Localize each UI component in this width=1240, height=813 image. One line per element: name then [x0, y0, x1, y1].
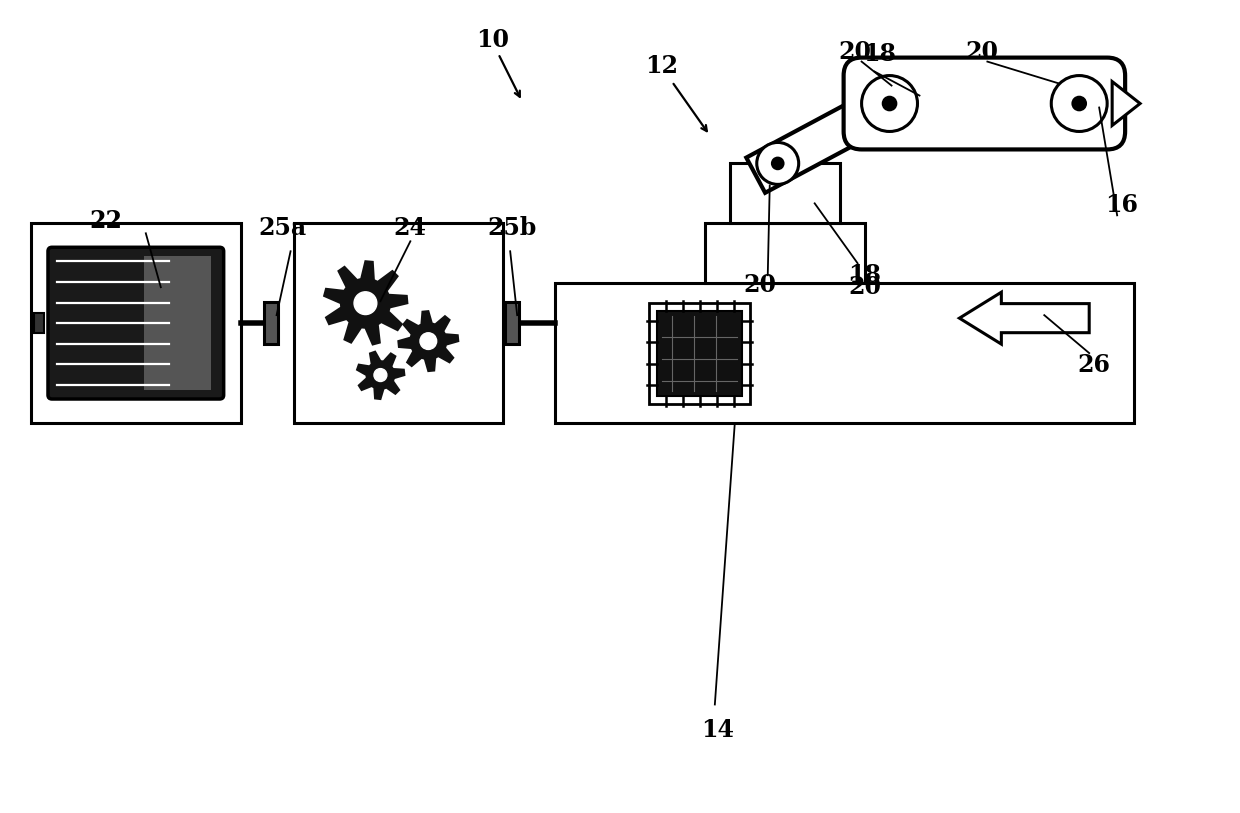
Text: 25b: 25b [487, 216, 537, 241]
Circle shape [1052, 76, 1107, 132]
FancyBboxPatch shape [48, 247, 223, 399]
Text: 18: 18 [863, 41, 897, 66]
Circle shape [756, 142, 799, 185]
Text: 10: 10 [476, 28, 508, 52]
FancyBboxPatch shape [843, 58, 1125, 150]
Bar [650, 302, 750, 403]
Text: 20: 20 [965, 40, 998, 63]
Circle shape [355, 292, 377, 315]
Circle shape [374, 368, 387, 381]
Circle shape [862, 76, 918, 132]
Circle shape [420, 333, 436, 350]
Text: 18: 18 [848, 263, 882, 287]
Text: 22: 22 [89, 209, 123, 233]
Bar [294, 224, 503, 423]
Circle shape [1073, 97, 1086, 111]
Text: 12: 12 [646, 54, 678, 77]
Bar [704, 224, 864, 283]
Bar [31, 224, 241, 423]
Bar [556, 283, 1135, 423]
Polygon shape [1112, 81, 1140, 125]
Polygon shape [324, 261, 408, 345]
Bar [264, 302, 278, 344]
Text: 16: 16 [1105, 193, 1137, 217]
Bar [730, 163, 839, 224]
Text: 20: 20 [838, 40, 870, 63]
Polygon shape [960, 292, 1089, 344]
Polygon shape [357, 352, 404, 399]
Text: 14: 14 [702, 719, 734, 742]
Bar [657, 311, 743, 395]
Text: 24: 24 [394, 216, 427, 241]
Bar [505, 302, 520, 344]
Text: 20: 20 [848, 276, 882, 299]
Polygon shape [746, 74, 921, 193]
Circle shape [883, 97, 897, 111]
Circle shape [771, 158, 784, 169]
Text: 20: 20 [743, 273, 776, 298]
Bar [33, 313, 43, 333]
Text: 25a: 25a [258, 216, 306, 241]
Text: 26: 26 [1078, 353, 1111, 377]
Bar [144, 256, 211, 390]
Polygon shape [398, 311, 459, 371]
